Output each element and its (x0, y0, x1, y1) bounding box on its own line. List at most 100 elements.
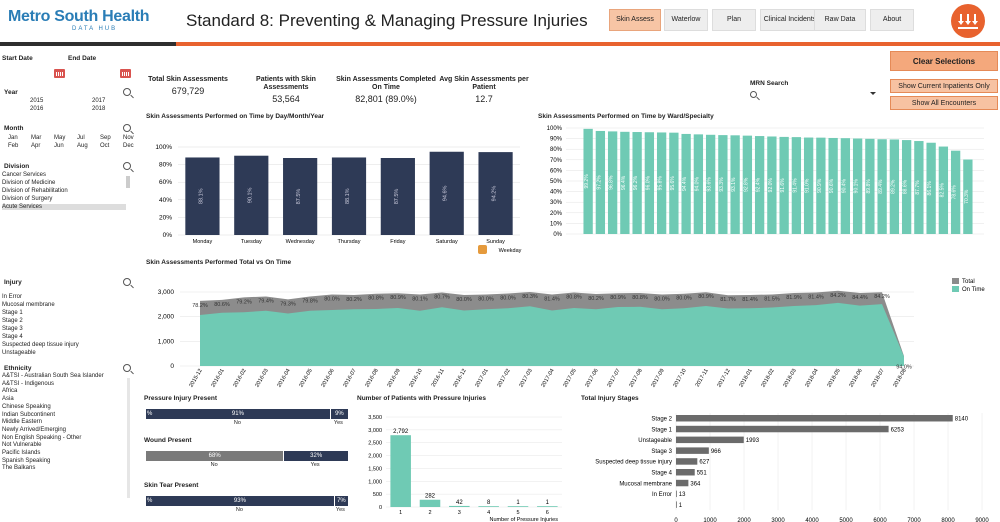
bar[interactable] (632, 132, 642, 234)
bar[interactable] (390, 435, 411, 507)
division-option[interactable]: Cancer Services (2, 172, 47, 178)
ethnicity-option[interactable]: A&TSI - Indigenous (2, 380, 55, 387)
bar[interactable] (537, 506, 558, 507)
division-option[interactable]: Acute Services (2, 204, 126, 210)
bar[interactable] (963, 159, 973, 234)
bar[interactable] (754, 136, 765, 234)
month-option[interactable]: Feb (8, 143, 19, 149)
bar[interactable] (185, 157, 220, 235)
bar[interactable] (595, 130, 606, 234)
bar[interactable] (816, 137, 826, 234)
month-search-icon[interactable] (123, 124, 131, 132)
month-option[interactable]: Mar (31, 135, 42, 141)
bar[interactable] (718, 135, 728, 234)
chevron-down-icon[interactable] (870, 92, 876, 95)
bar[interactable] (901, 140, 912, 234)
bar[interactable] (380, 158, 415, 235)
bar[interactable] (779, 136, 789, 234)
start-date-calendar-icon[interactable] (54, 69, 65, 78)
show-all-encounters-button[interactable]: Show All Encounters (890, 96, 998, 110)
bar[interactable] (676, 469, 695, 476)
bar[interactable] (620, 131, 630, 234)
app-icon[interactable] (951, 4, 985, 38)
ethnicity-option[interactable]: The Balkans (2, 465, 36, 472)
bar[interactable] (419, 499, 441, 507)
year-search-icon[interactable] (123, 88, 131, 96)
bar[interactable] (681, 133, 691, 234)
bar[interactable] (676, 447, 709, 454)
ethnicity-option[interactable]: Africa (2, 388, 18, 395)
month-option[interactable]: Nov (123, 135, 134, 141)
ethnicity-option[interactable]: A&TSI - Australian South Sea Islander (2, 373, 104, 379)
bar[interactable] (730, 135, 740, 234)
bar[interactable] (676, 501, 677, 508)
month-option[interactable]: Jul (77, 135, 85, 141)
ethnicity-option[interactable]: Newly Arrived/Emerging (2, 426, 67, 433)
bar[interactable] (676, 490, 677, 498)
injury-option[interactable]: Stage 1 (2, 310, 23, 316)
injury-option[interactable]: In Error (2, 294, 23, 300)
ethnicity-option[interactable]: Pacific Islands (2, 450, 41, 456)
month-option[interactable]: Apr (31, 143, 41, 149)
injury-option[interactable]: Unstageable (2, 350, 36, 356)
bar[interactable] (828, 137, 838, 234)
month-option[interactable]: Jun (54, 143, 64, 149)
ethnicity-option[interactable]: Asia (2, 396, 14, 403)
bar[interactable] (331, 157, 367, 235)
month-option[interactable]: Oct (100, 143, 110, 149)
bar[interactable] (478, 152, 513, 235)
bar[interactable] (449, 505, 470, 507)
division-option[interactable]: Division of Medicine (2, 180, 56, 186)
bar[interactable] (676, 425, 889, 433)
ethnicity-option[interactable]: Middle Eastern (2, 419, 43, 426)
mrn-search-input[interactable] (762, 89, 874, 99)
bar[interactable] (803, 137, 814, 234)
month-option[interactable]: Jan (8, 135, 18, 141)
bar[interactable] (877, 139, 887, 234)
bar[interactable] (767, 136, 777, 234)
bar[interactable] (950, 150, 961, 234)
ethnicity-option[interactable]: Non English Speaking - Other (2, 434, 82, 441)
bar[interactable] (583, 128, 593, 234)
bar[interactable] (429, 151, 464, 235)
year-option[interactable]: 2018 (92, 106, 106, 112)
bar[interactable] (283, 158, 318, 235)
bar[interactable] (705, 134, 716, 234)
nav-tab-skin-assess[interactable]: Skin Assess (609, 9, 661, 31)
injury-option[interactable]: Stage 3 (2, 326, 23, 332)
bar[interactable] (676, 436, 744, 444)
bar[interactable] (676, 458, 698, 465)
injury-option[interactable]: Suspected deep tissue injury (2, 342, 79, 348)
drill-up-icon[interactable] (478, 245, 487, 254)
injury-option[interactable]: Mucosal membrane (2, 302, 55, 308)
year-option[interactable]: 2017 (92, 98, 106, 104)
bar[interactable] (693, 134, 704, 234)
bar[interactable] (507, 506, 529, 507)
month-option[interactable]: Sep (100, 135, 111, 141)
presence-yes-segment[interactable]: 7% (333, 496, 348, 506)
presence-no-segment[interactable]: 68% (146, 451, 284, 461)
injury-option[interactable]: Stage 2 (2, 318, 23, 324)
end-date-calendar-icon[interactable] (120, 69, 131, 78)
month-option[interactable]: Aug (77, 143, 88, 149)
clear-selections-button[interactable]: Clear Selections (890, 51, 998, 71)
bar[interactable] (676, 479, 689, 487)
bar[interactable] (852, 138, 863, 234)
bar[interactable] (926, 142, 936, 234)
bar[interactable] (791, 137, 802, 234)
ethnicity-search-icon[interactable] (123, 364, 131, 372)
injury-option[interactable]: Stage 4 (2, 334, 23, 340)
nav-tab-about[interactable]: About (870, 9, 914, 31)
ethnicity-option[interactable]: Indian Subcontinent (2, 411, 56, 418)
ethnicity-option[interactable]: Chinese Speaking (2, 403, 51, 410)
bar[interactable] (607, 131, 618, 234)
bar[interactable] (676, 415, 953, 422)
bar[interactable] (865, 138, 875, 234)
injury-search-icon[interactable] (123, 278, 131, 286)
bar[interactable] (889, 139, 900, 234)
bar[interactable] (742, 135, 753, 234)
division-search-icon[interactable] (123, 162, 131, 170)
division-option[interactable]: Division of Surgery (2, 196, 53, 202)
ethnicity-option[interactable]: Spanish Speaking (2, 457, 51, 464)
ethnicity-option[interactable]: Not Vulnerable (2, 442, 42, 449)
